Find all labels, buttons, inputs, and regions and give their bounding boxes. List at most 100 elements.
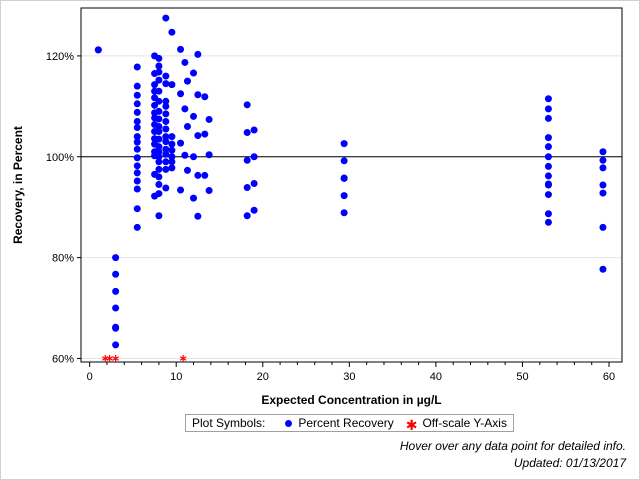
percent-recovery-point <box>177 186 185 194</box>
percent-recovery-point <box>177 90 185 98</box>
percent-recovery-point <box>155 212 163 220</box>
percent-recovery-point <box>168 146 176 154</box>
percent-recovery-point <box>183 166 191 174</box>
percent-recovery-point <box>162 138 170 146</box>
percent-recovery-point <box>599 189 607 197</box>
off-scale-point <box>112 354 119 362</box>
percent-recovery-point <box>133 63 141 71</box>
percent-recovery-point <box>162 145 170 153</box>
x-tick-label: 60 <box>603 371 615 383</box>
percent-recovery-point <box>133 138 141 146</box>
percent-recovery-point <box>177 139 185 147</box>
percent-recovery-point <box>190 194 198 202</box>
x-tick-label: 0 <box>87 371 93 383</box>
percent-recovery-point <box>250 153 258 161</box>
percent-recovery-point <box>340 140 348 148</box>
percent-recovery-point <box>155 62 163 70</box>
legend-item-off-scale: ✱ Off-scale Y-Axis <box>405 416 507 433</box>
percent-recovery-point <box>162 102 170 110</box>
y-tick-label: 120% <box>46 51 74 63</box>
percent-recovery-point <box>162 184 170 192</box>
legend-label-off-scale: Off-scale Y-Axis <box>422 416 507 430</box>
percent-recovery-point <box>599 156 607 164</box>
percent-recovery-point <box>243 184 251 192</box>
percent-recovery-point <box>155 87 163 95</box>
percent-recovery-point <box>155 128 163 136</box>
percent-recovery-point <box>162 158 170 166</box>
percent-recovery-point <box>133 162 141 170</box>
percent-recovery-point <box>183 77 191 85</box>
x-tick-label: 10 <box>170 371 182 383</box>
percent-recovery-point <box>340 209 348 217</box>
percent-recovery-point <box>168 158 176 166</box>
percent-recovery-point <box>544 181 552 189</box>
percent-recovery-point <box>155 97 163 105</box>
percent-recovery-point <box>155 165 163 173</box>
percent-recovery-point <box>190 69 198 77</box>
percent-recovery-point <box>133 82 141 90</box>
percent-recovery-point <box>155 173 163 181</box>
legend-label-percent-recovery: Percent Recovery <box>298 416 394 430</box>
percent-recovery-point <box>205 187 213 195</box>
percent-recovery-point <box>243 156 251 164</box>
percent-recovery-point <box>162 150 170 158</box>
percent-recovery-point <box>155 143 163 151</box>
percent-recovery-point <box>544 95 552 103</box>
x-tick-label: 40 <box>430 371 442 383</box>
percent-recovery-point <box>181 151 189 159</box>
percent-recovery-point <box>133 91 141 99</box>
percent-recovery-point <box>201 171 209 179</box>
percent-recovery-point <box>155 76 163 84</box>
percent-recovery-point <box>243 129 251 137</box>
y-tick-label: 100% <box>46 152 74 164</box>
percent-recovery-point <box>544 210 552 218</box>
x-tick-label: 30 <box>343 371 355 383</box>
percent-recovery-point <box>155 153 163 161</box>
y-axis-title: Recovery, in Percent <box>11 126 25 244</box>
percent-recovery-point <box>194 50 202 58</box>
percent-recovery-point <box>250 206 258 214</box>
percent-recovery-point <box>544 134 552 142</box>
percent-recovery-point <box>168 140 176 148</box>
percent-recovery-point <box>201 93 209 101</box>
percent-recovery-point <box>133 154 141 162</box>
percent-recovery-point <box>162 14 170 22</box>
off-scale-point <box>179 354 187 362</box>
x-tick-label: 50 <box>516 371 528 383</box>
percent-recovery-point <box>155 115 163 123</box>
percent-recovery-point <box>133 124 141 132</box>
legend: Plot Symbols: Percent Recovery ✱ Off-sca… <box>185 414 514 432</box>
y-tick-label: 60% <box>52 353 74 365</box>
percent-recovery-point <box>190 112 198 120</box>
percent-recovery-point <box>133 177 141 185</box>
percent-recovery-point <box>243 212 251 220</box>
percent-recovery-point <box>112 304 120 312</box>
plot-border <box>80 7 623 363</box>
percent-recovery-point <box>112 270 120 278</box>
percent-recovery-point <box>544 162 552 170</box>
percent-recovery-point <box>168 153 176 161</box>
percent-recovery-point <box>162 165 170 173</box>
percent-recovery-point <box>544 153 552 161</box>
percent-recovery-point <box>162 72 170 80</box>
percent-recovery-point <box>194 132 202 140</box>
percent-recovery-point <box>133 108 141 116</box>
percent-recovery-point <box>599 223 607 231</box>
axes: 60% 80% 100% 120% 0 10 20 30 40 50 60 <box>46 7 623 383</box>
percent-recovery-point <box>162 110 170 118</box>
legend-item-percent-recovery: Percent Recovery <box>285 416 394 430</box>
percent-recovery-point <box>194 91 202 99</box>
red-asterisk-icon: ✱ <box>405 417 418 433</box>
percent-recovery-point <box>340 174 348 182</box>
percent-recovery-point <box>168 133 176 141</box>
percent-recovery-point <box>162 97 170 105</box>
percent-recovery-point <box>168 28 176 36</box>
percent-recovery-point <box>133 117 141 125</box>
x-tick-label: 20 <box>257 371 269 383</box>
percent-recovery-point <box>155 190 163 198</box>
percent-recovery-point <box>544 114 552 122</box>
percent-recovery-point <box>194 212 202 220</box>
percent-recovery-point <box>155 135 163 143</box>
